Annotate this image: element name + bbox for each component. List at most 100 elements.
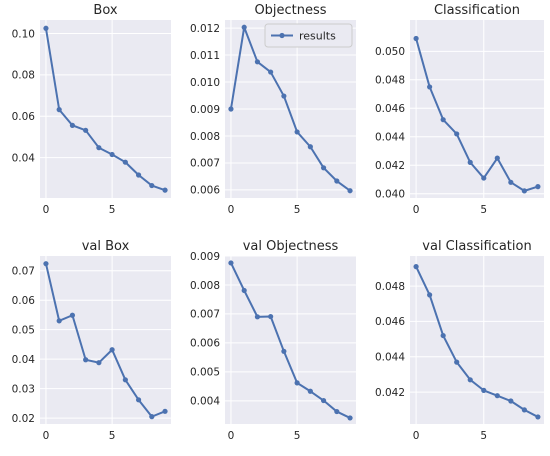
y-tick-label: 0.042 [375,387,405,399]
series-line-results [415,37,539,192]
series-line-results [229,261,352,419]
y-tick-label: 0.03 [12,383,35,395]
y-tick-label: 0.044 [375,352,405,364]
data-point [521,188,527,194]
data-point [494,155,500,161]
data-point [56,318,62,324]
subplot-4: 0.004 0.005 0.006 0.007 0.008 0.009 0 5 val Obje… [190,239,356,442]
series-line-results [44,27,167,192]
data-point [467,377,473,383]
y-tick-label: 0.07 [12,266,35,278]
data-point [454,131,460,137]
x-tick-label: 0 [228,204,235,216]
data-point [268,69,274,75]
plot-area [410,256,544,424]
x-tick-label: 0 [43,430,50,442]
data-point [122,159,128,165]
data-point [307,144,313,150]
data-point [69,312,76,318]
data-point [427,292,433,298]
data-point [122,377,128,383]
data-point [56,107,62,113]
y-tick-label: 0.007 [190,309,220,321]
data-point [135,172,142,178]
y-tick-label: 0.009 [190,251,220,263]
y-tick-label: 0.042 [375,160,405,172]
legend-marker [279,32,285,39]
x-tick-label: 5 [480,204,487,216]
subplot-title: val Box [82,239,130,254]
data-point [347,188,353,194]
data-point [481,387,487,393]
subplot-title: val Classification [422,239,531,254]
x-tick-label: 5 [480,430,487,442]
subplot-title: Classification [434,3,520,18]
y-tick-label: 0.004 [190,396,220,408]
y-tick-label: 0.050 [375,46,405,58]
x-tick-label: 5 [109,430,116,442]
data-point [535,414,541,420]
x-tick-label: 0 [413,430,420,442]
y-tick-label: 0.044 [375,132,405,144]
legend: results [264,23,353,48]
data-point [149,182,155,189]
y-tick-label: 0.046 [375,103,405,115]
data-point [307,388,313,394]
data-point [83,357,89,363]
x-tick-label: 0 [228,430,235,442]
data-point [43,25,49,31]
data-point [347,415,353,421]
subplot-title: val Objectness [243,239,339,254]
subplot-1: 0.006 0.007 0.008 0.009 0.010 0.011 0.012 0 5 Obj… [190,3,356,216]
data-point [294,380,300,386]
data-point [334,178,340,184]
data-point [268,313,274,320]
data-point [508,398,514,404]
y-tick-label: 0.008 [190,131,220,143]
data-point [83,127,89,133]
y-tick-label: 0.048 [375,281,405,293]
x-tick-label: 5 [294,430,301,442]
y-tick-label: 0.011 [190,50,220,62]
y-tick-label: 0.009 [190,104,220,116]
data-point [467,159,473,165]
data-point [281,348,287,354]
data-point [494,393,500,399]
data-point [535,184,541,190]
data-point [43,261,49,267]
y-tick-label: 0.06 [12,295,36,307]
data-point [320,165,327,171]
data-point [228,106,234,112]
data-point [109,347,115,353]
y-tick-label: 0.08 [12,70,35,82]
y-tick-label: 0.007 [190,158,220,170]
data-point [162,187,168,193]
data-point [135,397,142,403]
data-point [334,408,340,415]
x-tick-label: 5 [109,204,116,216]
data-point [228,260,234,266]
data-point [241,287,247,294]
y-tick-label: 0.046 [375,316,405,328]
data-point [320,397,327,404]
data-point [427,84,433,90]
y-tick-label: 0.02 [12,413,35,425]
data-point [440,332,446,339]
series-line-results [415,265,539,418]
y-tick-label: 0.012 [190,23,220,35]
data-point [96,145,102,151]
subplot-5: 0.042 0.044 0.046 0.048 0 5 val Classification [375,239,544,442]
y-tick-label: 0.005 [190,367,220,379]
x-tick-label: 0 [43,204,50,216]
data-point [254,314,261,320]
data-point [162,408,168,414]
data-point [241,24,247,30]
y-tick-label: 0.04 [12,354,36,366]
subplot-title: Objectness [254,3,326,18]
plot-area [40,256,171,424]
data-point [294,129,300,135]
subplot-0: 0.04 0.06 0.08 0.10 0 5 Box [12,3,171,216]
y-tick-label: 0.006 [190,338,220,350]
y-tick-label: 0.040 [375,189,405,201]
